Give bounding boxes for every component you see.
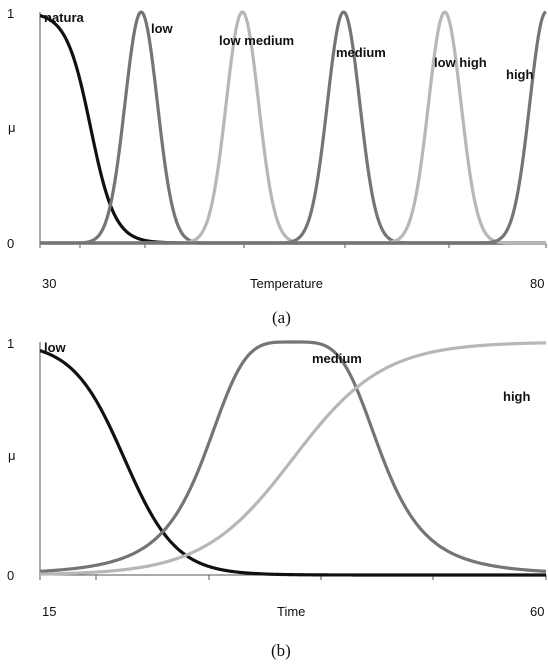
series-label-medium: medium xyxy=(312,351,362,366)
series-label-high: high xyxy=(506,67,533,82)
x-tick-label-80: 80 xyxy=(530,276,544,291)
series-label-high: high xyxy=(503,389,530,404)
series-label-low: low xyxy=(151,21,174,36)
series-label-low-high: low high xyxy=(434,55,487,70)
panel-caption: (a) xyxy=(272,308,291,327)
x-axis-label: Temperature xyxy=(250,276,323,291)
x-tick-label-60: 60 xyxy=(530,604,544,619)
series-curve-low xyxy=(39,349,547,577)
panel-caption: (b) xyxy=(271,641,291,660)
y-axis-label: μ xyxy=(8,448,16,463)
x-tick-label-15: 15 xyxy=(42,604,56,619)
series-label-natura: natura xyxy=(44,10,85,25)
y-tick-label-1: 1 xyxy=(7,336,14,351)
series-curve-natura xyxy=(39,13,547,245)
y-tick-label-1: 1 xyxy=(7,6,14,21)
series-label-low: low xyxy=(44,340,67,355)
series-curve-high xyxy=(39,10,547,245)
series-curve-medium xyxy=(39,340,547,573)
series-curve-high xyxy=(39,341,547,576)
series-curves xyxy=(39,10,547,245)
series-curves xyxy=(39,340,547,577)
series-label-low-medium: low medium xyxy=(219,33,294,48)
series-label-medium: medium xyxy=(336,45,386,60)
y-tick-label-0: 0 xyxy=(7,568,14,583)
y-tick-label-0: 0 xyxy=(7,236,14,251)
x-axis-label: Time xyxy=(277,604,305,619)
x-tick-label-30: 30 xyxy=(42,276,56,291)
y-axis-label: μ xyxy=(8,120,16,135)
chart-temperature: 0 1 μ 30 80 Temperature natura low low m… xyxy=(7,6,547,327)
chart-time: 0 1 μ 15 60 Time low medium high (b) xyxy=(7,336,547,660)
